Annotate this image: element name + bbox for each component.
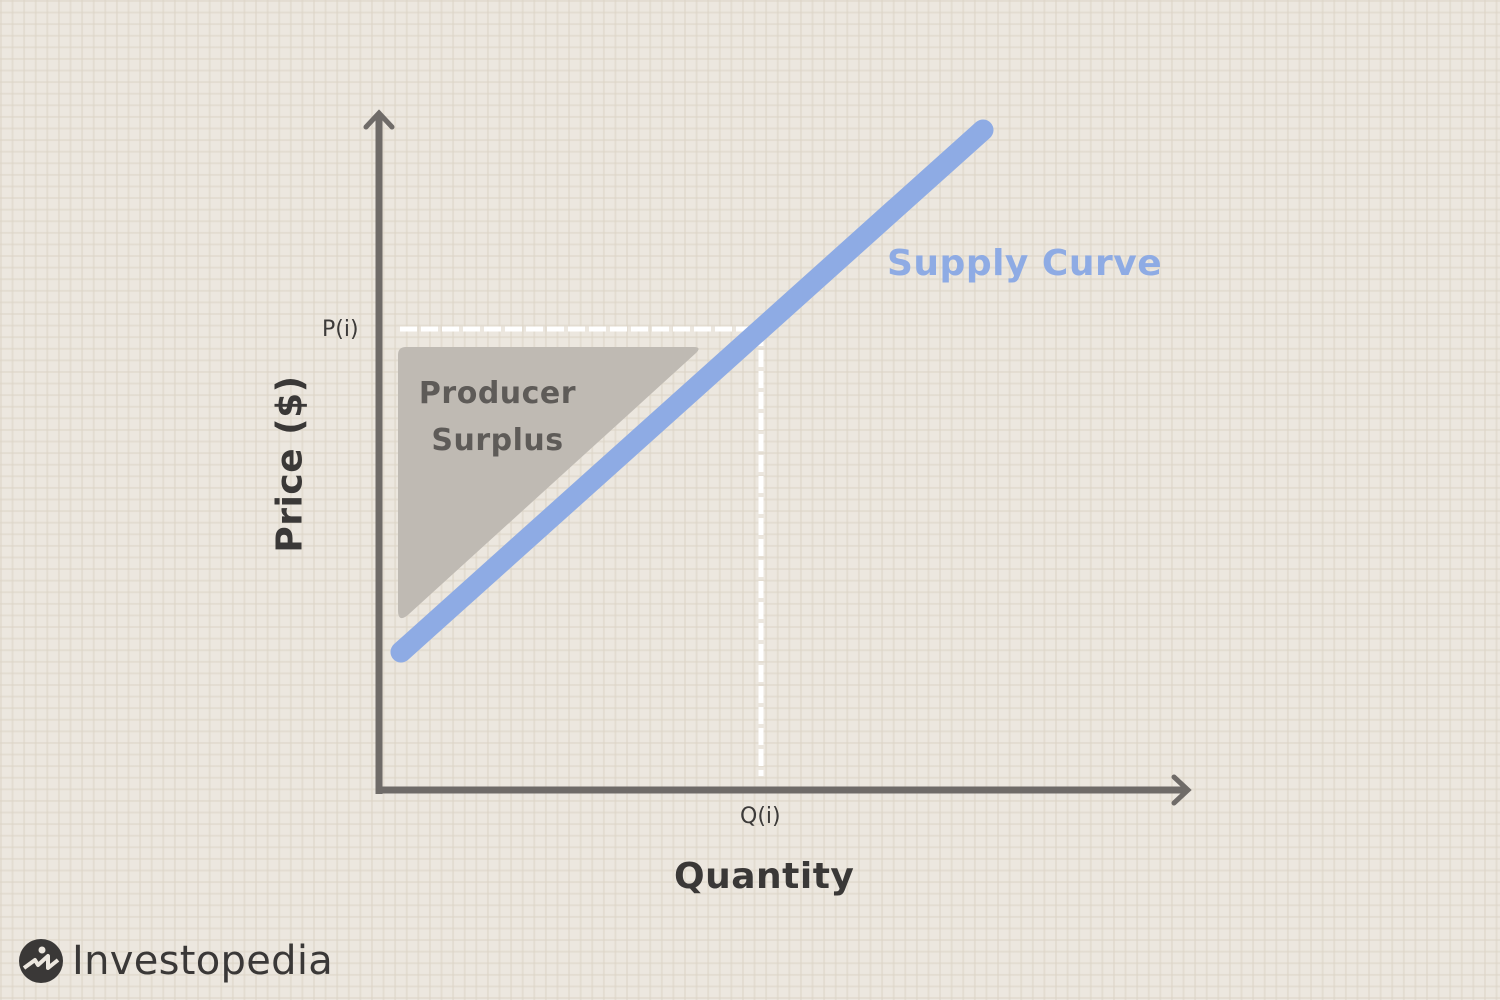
x-tick-label: Q(i) — [740, 804, 781, 829]
producer-surplus-label-line2: Surplus — [431, 423, 564, 458]
producer-surplus-label: Producer Surplus — [410, 370, 585, 464]
investopedia-logo-icon — [19, 939, 63, 983]
y-axis-title: Price ($) — [269, 375, 311, 553]
investopedia-logo: Investopedia — [18, 938, 333, 984]
producer-surplus-area — [398, 347, 699, 619]
x-axis-arrow-icon — [1171, 774, 1192, 806]
y-tick-label: P(i) — [322, 317, 359, 342]
brand-name: Investopedia — [72, 938, 334, 984]
x-axis-title: Quantity — [674, 856, 855, 897]
producer-surplus-label-line1: Producer — [418, 376, 577, 411]
supply-curve-line — [390, 119, 994, 663]
y-axis-arrow-icon — [363, 109, 395, 130]
supply-curve-label: Supply Curve — [887, 243, 1163, 284]
